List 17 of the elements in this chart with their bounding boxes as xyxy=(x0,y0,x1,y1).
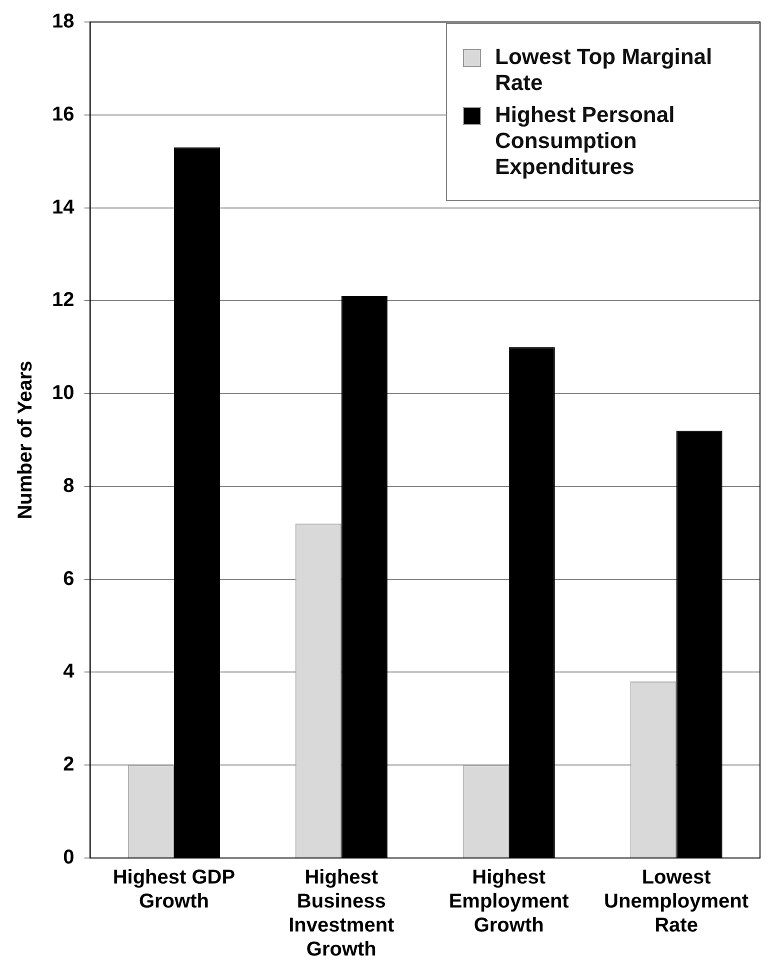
y-tick-label: 12 xyxy=(52,289,74,312)
legend-label: Highest Personal Consumption Expenditures xyxy=(495,102,676,180)
y-tick-label: 16 xyxy=(52,103,74,126)
y-tick-label: 2 xyxy=(63,754,74,776)
y-tick-label: 14 xyxy=(52,196,76,218)
x-tick-label: Highest GDP Growth xyxy=(112,866,236,913)
y-tick-label: 0 xyxy=(63,846,74,869)
x-tick-label: Highest Employment Growth xyxy=(448,866,570,937)
x-tick-label: Highest Business Investment Growth xyxy=(288,866,395,961)
y-tick-label: 4 xyxy=(63,660,76,683)
x-tick-label: Lowest Unemployment Rate xyxy=(604,866,749,937)
y-tick-label: 8 xyxy=(63,474,74,497)
y-tick-label: 6 xyxy=(63,568,74,590)
legend-label: Lowest Top Marginal Rate xyxy=(495,44,714,96)
y-tick-label: 10 xyxy=(52,382,74,404)
y-axis-title: Number of Years xyxy=(14,360,37,520)
y-tick-label: 18 xyxy=(52,10,74,33)
